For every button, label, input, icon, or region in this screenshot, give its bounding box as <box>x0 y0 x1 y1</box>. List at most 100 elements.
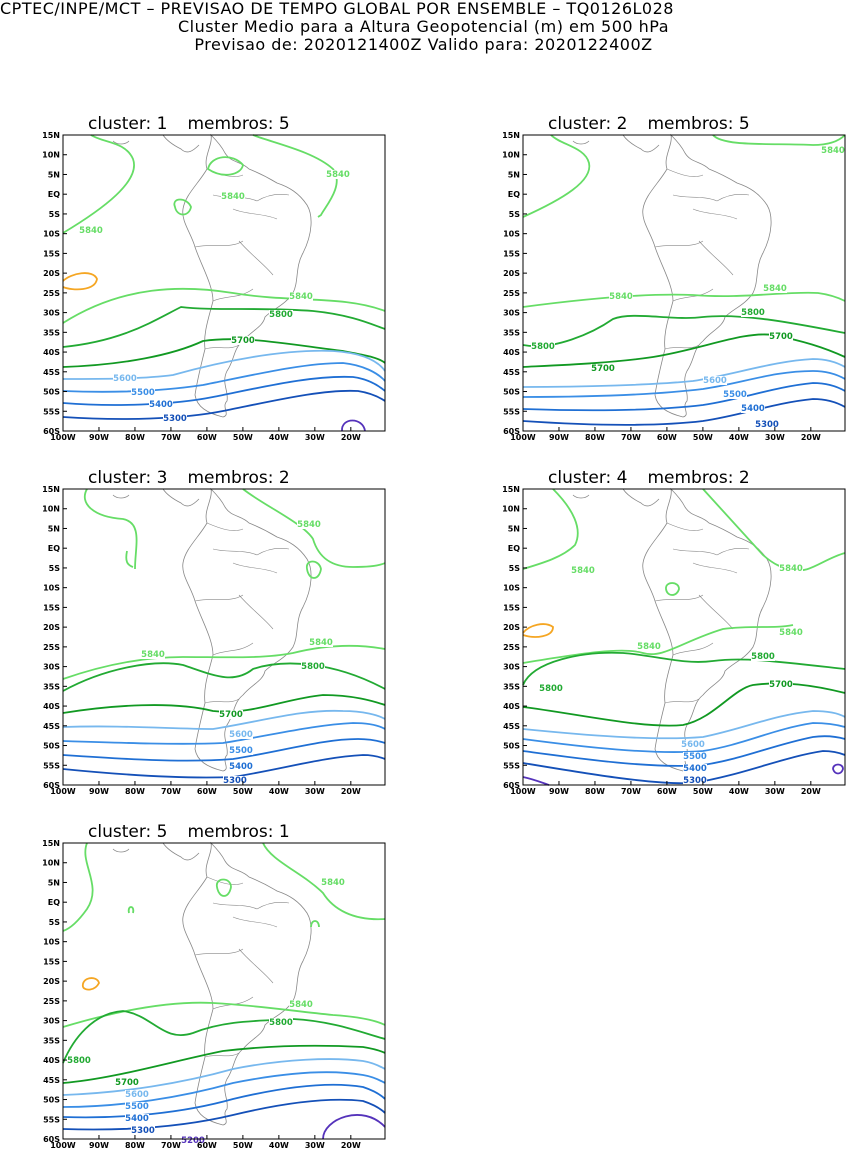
contour-label: 5500 <box>125 1102 149 1112</box>
lat-label: 30S <box>43 309 60 318</box>
lon-label: 40W <box>269 433 289 442</box>
lat-label: 20S <box>43 623 60 632</box>
coastline <box>572 487 772 772</box>
lat-label: 25S <box>503 289 520 298</box>
contour-line <box>173 198 192 216</box>
coastline-segment <box>642 487 772 772</box>
contour-line <box>206 156 244 176</box>
contour-line <box>62 694 386 714</box>
cluster-number: cluster: 4 <box>548 468 628 488</box>
lat-label: 25S <box>43 997 60 1006</box>
lat-label: 20S <box>43 977 60 986</box>
contour-label: 5840 <box>821 146 845 156</box>
contour-label-bg <box>591 364 615 373</box>
contour-label-bg <box>723 390 747 399</box>
contour-label-bg <box>219 710 243 719</box>
coastline <box>572 133 772 418</box>
contour-label: 5800 <box>269 1018 293 1028</box>
members-count: membros: 5 <box>647 114 750 134</box>
lon-label: 20W <box>341 787 361 796</box>
lat-label: 10N <box>42 859 60 868</box>
lat-label: 35S <box>503 328 520 337</box>
contour-lines <box>522 488 846 786</box>
lat-label: 35S <box>503 682 520 691</box>
contour-label-bg <box>149 400 173 409</box>
contour-label-bg <box>231 336 255 345</box>
lat-label: 15N <box>42 839 60 848</box>
country-border <box>692 562 738 574</box>
contour-line <box>127 906 135 914</box>
lat-label: 5N <box>48 878 60 887</box>
contour-label-bg <box>269 310 293 319</box>
header-line-1: CPTEC/INPE/MCT – PREVISAO DE TEMPO GLOBA… <box>0 0 674 18</box>
lat-label: 45S <box>43 1076 60 1085</box>
lat-label: 15N <box>42 131 60 140</box>
contour-labels: 5840 5840 5840 5800 5800 5700 5700 5600 5500 5400… <box>531 146 845 430</box>
lon-label: 30W <box>765 787 785 796</box>
cluster-panel-1: cluster: 1 membros: 5 5840 5840 5840 5840 5800… <box>18 113 418 453</box>
lon-label: 30W <box>305 433 325 442</box>
longitude-axis: 100W 90W 80W 70W 60W 50W 40W 30W 20W <box>50 1135 361 1150</box>
coastline-segment <box>162 488 200 507</box>
lat-label: 15N <box>502 131 520 140</box>
lat-label: 60S <box>43 781 60 790</box>
country-border <box>716 193 750 202</box>
contour-labels: 5840 5840 5800 5800 5700 5600 5500 5400 5300 5200 <box>67 878 345 1146</box>
lat-label: 55S <box>43 407 60 416</box>
contour-lines <box>62 488 386 779</box>
contour-line <box>62 287 386 324</box>
contour-line <box>522 370 846 398</box>
contour-label-bg <box>79 226 103 235</box>
country-border <box>672 288 714 302</box>
country-border <box>232 562 278 574</box>
lat-label: 25S <box>43 643 60 652</box>
contour-label: 5400 <box>125 1114 149 1124</box>
longitude-axis: 100W 90W 80W 70W 60W 50W 40W 30W 20W <box>510 427 821 442</box>
contour-label-bg <box>221 192 245 201</box>
contour-label: 5700 <box>219 710 243 720</box>
country-border <box>232 208 278 220</box>
lat-label: 5S <box>49 564 61 573</box>
panel-title: cluster: 2 membros: 5 <box>478 113 847 135</box>
cluster-panel-2: cluster: 2 membros: 5 5840 5840 5840 5800 5800… <box>478 113 847 453</box>
contour-label: 5600 <box>113 374 137 384</box>
contour-labels: 5840 5840 5840 5840 5800 5700 5600 5500 5400 5300 <box>79 170 350 424</box>
lat-label: 10N <box>502 151 520 160</box>
lon-label: 90W <box>89 1141 109 1150</box>
contour-label-bg <box>683 764 707 773</box>
contour-label: 5400 <box>149 400 173 410</box>
coastline-segment <box>622 488 660 507</box>
contour-label: 5700 <box>231 336 255 346</box>
lat-label: 15S <box>43 249 60 258</box>
lon-label: 80W <box>585 787 605 796</box>
country-border <box>194 594 244 602</box>
lat-label: 15N <box>42 485 60 494</box>
contour-line <box>522 776 550 786</box>
lat-label: 60S <box>503 427 520 436</box>
contour-line <box>62 644 386 680</box>
contour-label: 5300 <box>755 420 779 430</box>
map-frame <box>62 488 386 786</box>
country-border <box>654 594 704 602</box>
contour-label-bg <box>141 650 165 659</box>
contour-label-bg <box>309 638 333 647</box>
coastline-segment <box>162 842 200 861</box>
contour-label-bg <box>779 628 803 637</box>
contour-label-bg <box>113 374 137 383</box>
contour-label-bg <box>683 776 707 785</box>
contour-label: 5840 <box>763 284 787 294</box>
country-border <box>206 522 244 531</box>
contour-lines <box>522 134 846 426</box>
contour-label-bg <box>755 420 779 429</box>
contour-labels: 5840 5840 5840 5800 5700 5600 5500 5400 5300 <box>141 520 333 786</box>
contour-label-bg <box>301 662 325 671</box>
contour-line <box>62 722 386 745</box>
lat-label: 5N <box>48 524 60 533</box>
contour-label-bg <box>769 332 793 341</box>
contour-label: 5700 <box>769 680 793 690</box>
contour-line <box>125 550 134 568</box>
country-border <box>666 168 704 177</box>
contour-label-bg <box>683 752 707 761</box>
country-border <box>666 522 704 531</box>
contour-label: 5500 <box>229 746 253 756</box>
